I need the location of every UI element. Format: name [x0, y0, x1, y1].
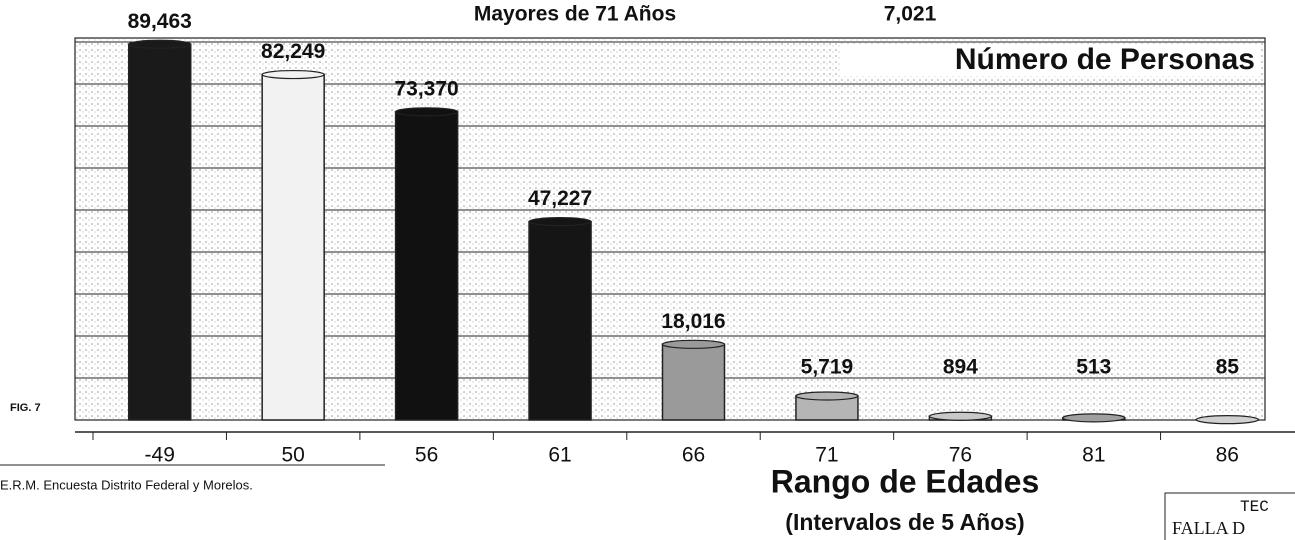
x-tick-label: 61 [548, 444, 571, 467]
bar [127, 43, 192, 421]
value-label: 82,249 [261, 40, 325, 63]
value-label: 89,463 [128, 10, 192, 33]
value-label: 73,370 [394, 77, 458, 100]
bar-cap [395, 107, 459, 117]
figure-label: FIG. 7 [10, 402, 41, 414]
inner-label: Número de Personas [955, 43, 1255, 76]
x-axis-title: Rango de Edades [771, 463, 1040, 499]
bar-cap [261, 69, 325, 80]
bar-cap [928, 411, 992, 421]
bar-cap [661, 339, 726, 349]
x-tick-label: 66 [682, 444, 705, 467]
bar [528, 220, 592, 421]
value-label: 18,016 [661, 310, 725, 333]
x-tick-label: 71 [815, 444, 838, 467]
x-tick-label: 50 [281, 444, 304, 467]
x-axis-subtitle: (Intervalos de 5 Años) [785, 509, 1024, 535]
bar [394, 111, 459, 421]
bar-cap [1062, 413, 1126, 423]
bar-cap [528, 217, 592, 227]
value-label: 5,719 [801, 356, 854, 379]
value-label: 47,227 [528, 187, 592, 210]
stamp-box [1164, 492, 1295, 540]
bar [261, 73, 325, 421]
value-label: 513 [1076, 356, 1111, 379]
x-tick-label: 86 [1216, 444, 1239, 467]
title-value: 7,021 [884, 3, 937, 26]
x-tick-label: 76 [949, 444, 972, 467]
source: E.R.M. Encuesta Distrito Federal y Morel… [0, 477, 253, 492]
x-tick-label: 56 [415, 444, 438, 467]
chart-title: Mayores de 71 Años [474, 3, 676, 26]
value-label: 85 [1216, 356, 1240, 379]
bar [661, 343, 726, 421]
stamp-line: TEC [1240, 498, 1269, 516]
x-tick-label: -49 [145, 444, 175, 467]
bar-cap [795, 391, 859, 401]
bar-cap [128, 39, 192, 49]
x-tick-label: 81 [1082, 444, 1105, 467]
inner-label-bg [840, 44, 1260, 76]
value-label: 894 [943, 356, 978, 379]
bar-cap [1195, 415, 1259, 425]
stamp-line: FALLA D [1172, 518, 1245, 538]
